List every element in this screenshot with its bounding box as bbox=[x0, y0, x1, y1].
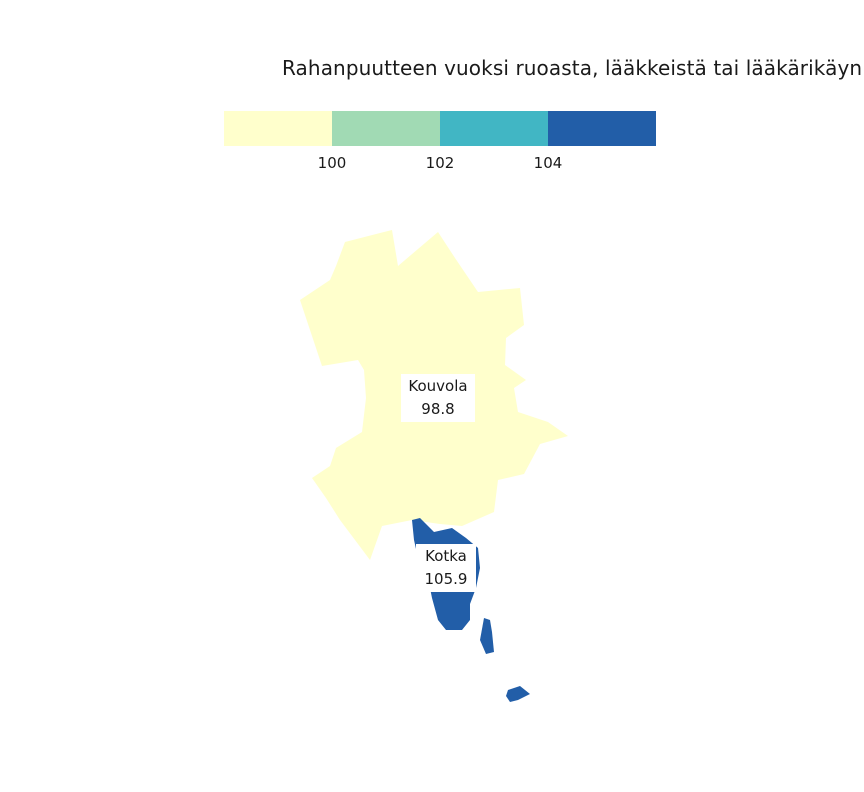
region-label-kouvola: Kouvola 98.8 bbox=[401, 374, 475, 422]
map-title: Rahanpuutteen vuoksi ruoasta, lääkkeistä… bbox=[282, 56, 863, 80]
region-kotka-island-1[interactable] bbox=[480, 618, 494, 654]
region-name-kotka: Kotka bbox=[425, 547, 467, 565]
legend-bin-3 bbox=[440, 111, 548, 146]
legend-bin-4 bbox=[548, 111, 656, 146]
legend-bin-2 bbox=[332, 111, 440, 146]
region-kotka-island-2[interactable] bbox=[506, 686, 530, 702]
region-label-kotka: Kotka 105.9 bbox=[416, 544, 476, 592]
region-value-kotka: 105.9 bbox=[424, 570, 468, 588]
region-name-kouvola: Kouvola bbox=[408, 377, 468, 395]
legend-bin-1 bbox=[224, 111, 332, 146]
legend-tick-104: 104 bbox=[533, 154, 563, 172]
legend-tick-102: 102 bbox=[425, 154, 455, 172]
legend-bar bbox=[224, 111, 656, 146]
color-legend: 100 102 104 bbox=[224, 111, 656, 181]
region-value-kouvola: 98.8 bbox=[421, 400, 455, 418]
legend-tick-100: 100 bbox=[317, 154, 347, 172]
